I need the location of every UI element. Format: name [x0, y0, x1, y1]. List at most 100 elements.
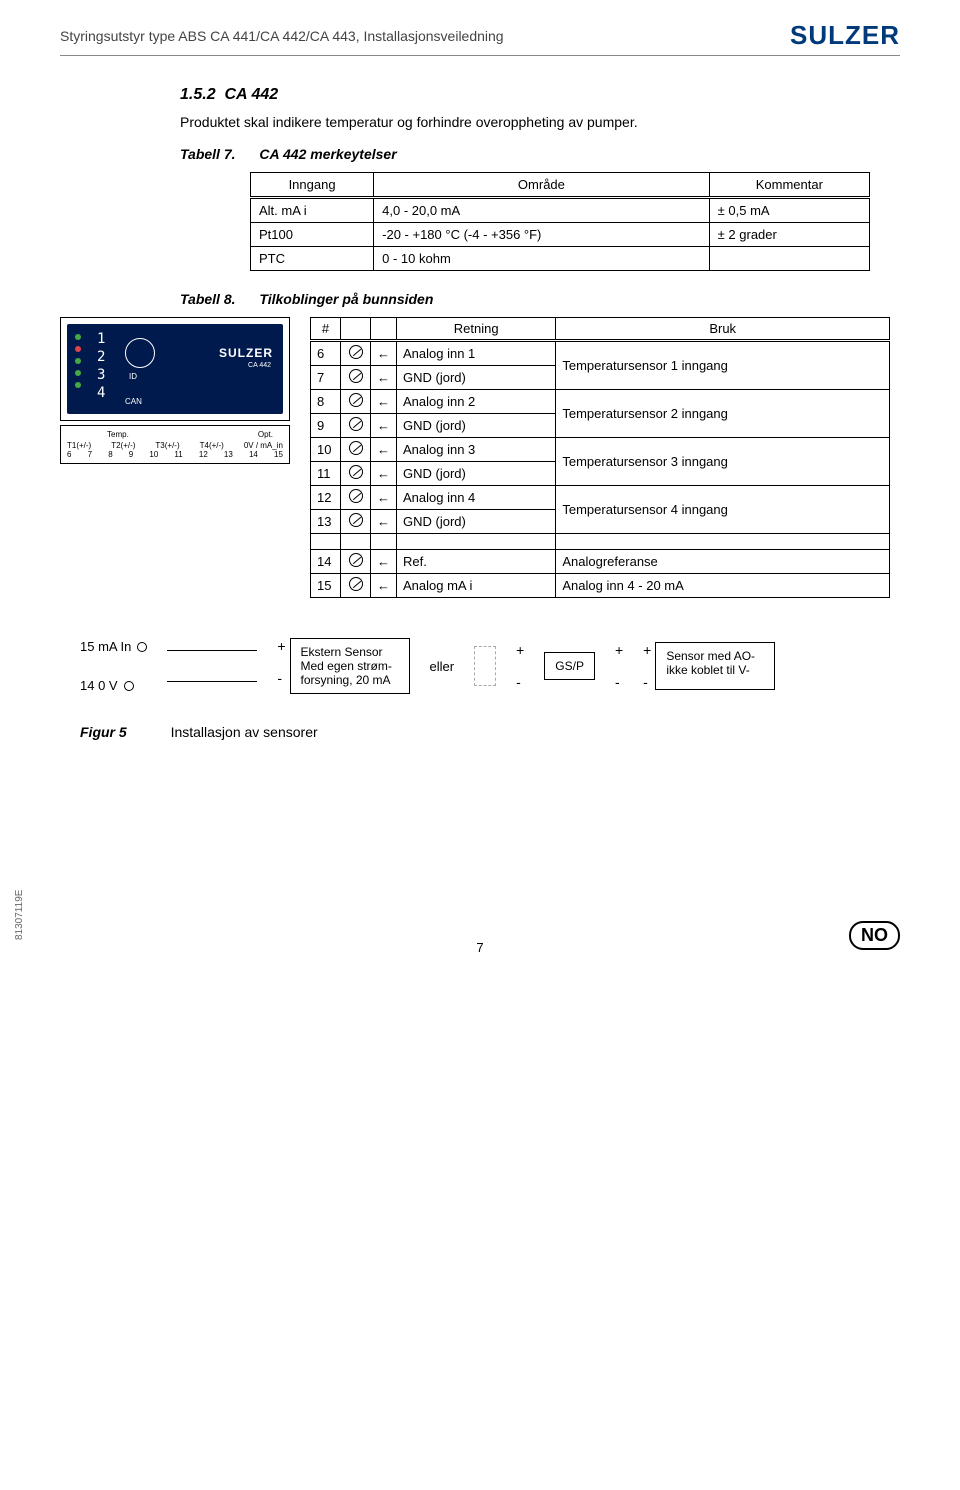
table7-cell: ± 2 grader — [709, 223, 869, 247]
table8-retning: Ref. — [397, 550, 556, 574]
table8-num: 13 — [311, 510, 341, 534]
table8-bruk: Temperatursensor 1 inngang — [556, 341, 890, 390]
dashed-box — [474, 646, 496, 686]
term-label-temp: Temp. — [107, 430, 129, 439]
screw-icon — [341, 462, 371, 486]
spacer-cell — [341, 534, 371, 550]
table8-bruk: Analogreferanse — [556, 550, 890, 574]
screw-icon — [341, 550, 371, 574]
spacer-cell — [556, 534, 890, 550]
table8-bruk: Temperatursensor 2 inngang — [556, 390, 890, 438]
digit: 1 — [97, 330, 105, 348]
term-n-label: 8 — [108, 450, 112, 459]
term-t-label: T1(+/-) — [67, 441, 91, 450]
arrow-icon: ← — [371, 462, 397, 486]
table8-bruk: Analog inn 4 - 20 mA — [556, 574, 890, 598]
led-icon — [75, 334, 81, 340]
table8-num: 12 — [311, 486, 341, 510]
page-header: Styringsutstyr type ABS CA 441/CA 442/CA… — [60, 20, 900, 56]
table7-cell: PTC — [251, 247, 374, 271]
terminal-box: Temp. Opt. T1(+/-)T2(+/-)T3(+/-)T4(+/-)0… — [60, 425, 290, 464]
table8-caption-text: Tilkoblinger på bunnsiden — [259, 291, 433, 307]
term-n-label: 12 — [199, 450, 208, 459]
logo: SULZER — [790, 20, 900, 51]
dial-icon — [125, 338, 155, 368]
led-icon — [75, 370, 81, 376]
term-t-label: 0V / mA_in — [244, 441, 283, 450]
wiring-diagram: 15 mA In 14 0 V +- Ekstern Sensor Med eg… — [80, 638, 900, 694]
term-n-label: 7 — [88, 450, 92, 459]
table7-cell: -20 - +180 °C (-4 - +356 °F) — [374, 223, 710, 247]
term-t-label: T3(+/-) — [155, 441, 179, 450]
screw-icon — [341, 486, 371, 510]
term-t-label: T4(+/-) — [200, 441, 224, 450]
table7-cell: Alt. mA i — [251, 198, 374, 223]
table8-num: 6 — [311, 341, 341, 366]
spacer-cell — [397, 534, 556, 550]
arrow-icon: ← — [371, 341, 397, 366]
table7-caption-text: CA 442 merkeytelser — [259, 146, 396, 162]
wire-line — [167, 650, 257, 651]
spacer-cell — [311, 534, 341, 550]
table7-cell: Pt100 — [251, 223, 374, 247]
table8-h0: # — [311, 318, 341, 341]
table7-h2: Kommentar — [709, 173, 869, 198]
table8-bruk: Temperatursensor 4 inngang — [556, 486, 890, 534]
section-heading: 1.5.2 CA 442 — [180, 86, 900, 104]
screw-icon — [341, 341, 371, 366]
pm-label: +- — [643, 642, 651, 690]
box3-l1: Sensor med AO- — [666, 649, 764, 663]
table8-bruk: Temperatursensor 3 inngang — [556, 438, 890, 486]
table8-h1 — [341, 318, 371, 341]
plus-label: +- — [277, 638, 285, 694]
header-title: Styringsutstyr type ABS CA 441/CA 442/CA… — [60, 28, 504, 44]
table8-label: Tabell 8. — [180, 291, 236, 307]
table8-retning: Analog inn 4 — [397, 486, 556, 510]
table7-cell: ± 0,5 mA — [709, 198, 869, 223]
table7-caption: Tabell 7. CA 442 merkeytelser — [180, 146, 900, 162]
or-label: eller — [430, 659, 455, 674]
table8-h3: Retning — [397, 318, 556, 341]
table8-retning: GND (jord) — [397, 462, 556, 486]
table7-h1: Område — [374, 173, 710, 198]
device-brand: SULZER — [219, 346, 273, 360]
section-number: 1.5.2 — [180, 86, 216, 103]
table8-retning: Analog mA i — [397, 574, 556, 598]
led-icon — [75, 382, 81, 388]
led-icon — [75, 358, 81, 364]
wiring-left-bot: 14 0 V — [80, 678, 118, 693]
table7-cell — [709, 247, 869, 271]
screw-icon — [341, 414, 371, 438]
table8-retning: GND (jord) — [397, 366, 556, 390]
box1-l2: Med egen strøm- — [301, 659, 399, 673]
table8-num: 9 — [311, 414, 341, 438]
screw-icon — [341, 390, 371, 414]
table7-cell: 0 - 10 kohm — [374, 247, 710, 271]
spacer-cell — [371, 534, 397, 550]
screw-icon — [341, 366, 371, 390]
box1-l3: forsyning, 20 mA — [301, 673, 399, 687]
table7-label: Tabell 7. — [180, 146, 236, 162]
table8: # Retning Bruk 6←Analog inn 1Temperaturs… — [310, 317, 890, 598]
table7-h0: Inngang — [251, 173, 374, 198]
box1-l1: Ekstern Sensor — [301, 645, 399, 659]
arrow-icon: ← — [371, 390, 397, 414]
can-label: CAN — [125, 397, 142, 406]
device-diagram: 1 2 3 4 ID SULZER CA 442 CAN Temp. Opt. — [60, 317, 290, 464]
digit: 4 — [97, 384, 105, 402]
term-t-label: T2(+/-) — [111, 441, 135, 450]
screw-icon — [341, 510, 371, 534]
arrow-icon: ← — [371, 414, 397, 438]
pm-label: +- — [615, 642, 623, 690]
digit-column: 1 2 3 4 — [97, 330, 105, 402]
figure-text: Installasjon av sensorer — [171, 724, 318, 740]
doc-id: 81307119E — [14, 890, 25, 940]
figure-label: Figur 5 — [80, 724, 127, 740]
table8-num: 8 — [311, 390, 341, 414]
wiring-box-2: GS/P — [544, 652, 595, 680]
arrow-icon: ← — [371, 438, 397, 462]
term-n-label: 11 — [174, 450, 182, 459]
table8-num: 14 — [311, 550, 341, 574]
box3-l2: ikke koblet til V- — [666, 663, 764, 677]
wire-line — [167, 681, 257, 682]
